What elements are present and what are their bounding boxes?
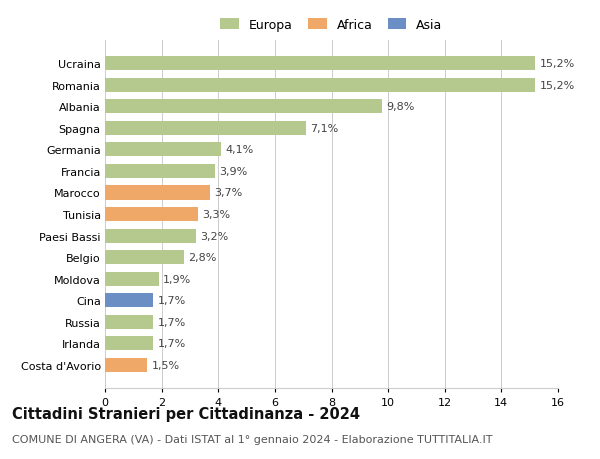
Bar <box>105 165 215 179</box>
Bar <box>105 186 210 200</box>
Text: 15,2%: 15,2% <box>539 81 575 90</box>
Text: 2,8%: 2,8% <box>188 252 217 263</box>
Bar <box>105 207 199 222</box>
Text: 1,9%: 1,9% <box>163 274 191 284</box>
Bar <box>105 336 153 351</box>
Text: 3,7%: 3,7% <box>214 188 242 198</box>
Text: 1,5%: 1,5% <box>152 360 180 370</box>
Text: 4,1%: 4,1% <box>226 145 254 155</box>
Text: 3,3%: 3,3% <box>203 210 231 219</box>
Text: 3,9%: 3,9% <box>220 167 248 177</box>
Bar <box>105 229 196 243</box>
Text: 3,2%: 3,2% <box>200 231 228 241</box>
Bar <box>105 143 221 157</box>
Bar <box>105 294 153 308</box>
Bar <box>105 272 159 286</box>
Text: 9,8%: 9,8% <box>387 102 415 112</box>
Bar <box>105 57 535 71</box>
Bar <box>105 315 153 329</box>
Text: 1,7%: 1,7% <box>157 339 185 348</box>
Bar <box>105 358 148 372</box>
Bar <box>105 251 184 264</box>
Text: Cittadini Stranieri per Cittadinanza - 2024: Cittadini Stranieri per Cittadinanza - 2… <box>12 406 360 421</box>
Bar <box>105 122 306 135</box>
Legend: Europa, Africa, Asia: Europa, Africa, Asia <box>220 19 443 32</box>
Text: 1,7%: 1,7% <box>157 317 185 327</box>
Text: 7,1%: 7,1% <box>310 123 338 134</box>
Text: 1,7%: 1,7% <box>157 296 185 306</box>
Text: 15,2%: 15,2% <box>539 59 575 69</box>
Text: COMUNE DI ANGERA (VA) - Dati ISTAT al 1° gennaio 2024 - Elaborazione TUTTITALIA.: COMUNE DI ANGERA (VA) - Dati ISTAT al 1°… <box>12 434 493 444</box>
Bar <box>105 100 382 114</box>
Bar <box>105 78 535 93</box>
